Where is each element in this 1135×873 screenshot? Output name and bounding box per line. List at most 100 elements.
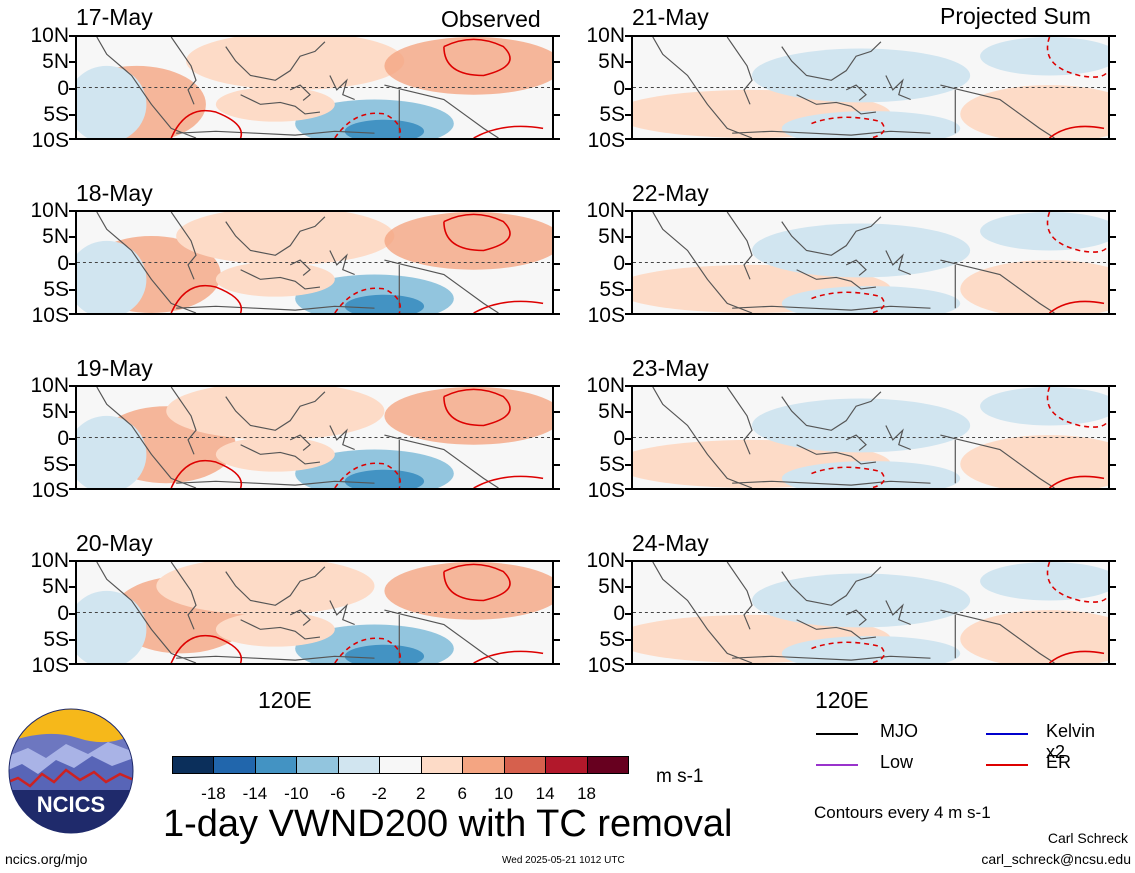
coastline (96, 37, 499, 138)
lon-label-left: 120E (258, 687, 312, 713)
coastline (96, 212, 499, 313)
coastline (96, 387, 499, 488)
colorbar-units: m s-1 (656, 766, 704, 787)
lat-label: 0 (57, 426, 69, 450)
colorbar-tick-label: -6 (330, 784, 346, 803)
lat-tick (554, 313, 560, 315)
lat-tick (625, 411, 631, 414)
legend-er-label: ER (1046, 752, 1072, 772)
lat-label: 5N (42, 575, 69, 599)
lat-tick (625, 35, 631, 37)
lat-tick (69, 61, 75, 64)
legend-er-line (986, 764, 1028, 766)
lat-tick (554, 385, 560, 387)
map-panel (75, 35, 554, 140)
lat-tick (554, 288, 560, 291)
colorbar-swatch (545, 756, 588, 774)
colorbar-tick-label: -10 (284, 784, 309, 803)
lat-tick (625, 262, 631, 265)
colorbar-swatch (172, 756, 215, 774)
lon-label-right: 120E (815, 687, 869, 713)
lat-tick (625, 612, 631, 615)
map-panel (631, 385, 1110, 490)
lat-tick (1110, 560, 1116, 562)
lat-label: 5S (43, 102, 69, 126)
lat-label: 0 (613, 601, 625, 625)
lat-tick (69, 210, 75, 212)
lat-label: 5N (598, 400, 625, 424)
lat-label: 10S (587, 129, 625, 152)
coastline (652, 562, 1055, 663)
lat-label: 10N (30, 24, 69, 47)
lat-tick (554, 411, 560, 414)
lat-label: 5S (43, 452, 69, 476)
map-graphic (633, 562, 1108, 663)
lat-label: 5N (42, 225, 69, 249)
lat-tick (69, 612, 75, 615)
lat-label: 5N (42, 50, 69, 74)
panel-date-21-may: 21-May (632, 4, 709, 30)
lat-tick (625, 113, 631, 116)
lat-label: 10S (31, 129, 69, 152)
lat-tick (625, 560, 631, 562)
lat-tick (554, 488, 560, 490)
map-graphic (633, 212, 1108, 313)
lat-tick (69, 488, 75, 490)
lat-label: 10S (587, 479, 625, 502)
colorbar-swatch (420, 756, 464, 774)
lat-tick (554, 262, 560, 265)
lat-tick (69, 138, 75, 140)
panel-date-19-may: 19-May (76, 355, 153, 381)
lat-tick (554, 61, 560, 64)
map-graphic (633, 387, 1108, 488)
panel-date-23-may: 23-May (632, 355, 709, 381)
lat-label: 10S (31, 304, 69, 327)
coastline (652, 212, 1055, 313)
lat-tick (69, 35, 75, 37)
lat-tick (69, 262, 75, 265)
colorbar: -18 -14 -10 -6 -2 2 6 10 14 18 (172, 756, 629, 804)
lat-tick (625, 663, 631, 665)
panel-date-20-may: 20-May (76, 530, 153, 556)
colorbar-swatch (462, 756, 505, 774)
projected-sum-label: Projected Sum (940, 3, 1091, 29)
lat-tick (1110, 61, 1116, 64)
lat-tick (1110, 488, 1116, 490)
panel-date-24-may: 24-May (632, 530, 709, 556)
lat-label: 10N (586, 549, 625, 572)
lat-tick (1110, 87, 1116, 90)
lat-tick (1110, 437, 1116, 440)
lat-tick (554, 663, 560, 665)
lat-tick (625, 87, 631, 90)
lat-tick (625, 463, 631, 466)
colorbar-tick-label: -18 (201, 784, 226, 803)
legend-kelvin-label: Kelvin x2 (1046, 721, 1096, 762)
lat-label: 10N (586, 24, 625, 47)
lat-tick (69, 313, 75, 315)
lat-tick (554, 586, 560, 589)
lat-tick (625, 488, 631, 490)
panel-date-18-may: 18-May (76, 180, 153, 206)
lat-label: 0 (57, 601, 69, 625)
lat-label: 10S (31, 479, 69, 502)
lat-label: 5N (598, 50, 625, 74)
lat-tick (625, 210, 631, 212)
lat-label: 10S (587, 304, 625, 327)
lat-label: 5S (599, 102, 625, 126)
lat-tick (554, 113, 560, 116)
lat-label: 5S (599, 627, 625, 651)
lat-tick (1110, 236, 1116, 239)
map-panel (631, 35, 1110, 140)
lat-tick (69, 560, 75, 562)
colorbar-swatch (296, 756, 339, 774)
colorbar-tick-label: 18 (577, 784, 596, 803)
lat-tick (554, 560, 560, 562)
lat-label: 5S (43, 277, 69, 301)
lat-label: 0 (57, 76, 69, 100)
lat-tick (625, 437, 631, 440)
lat-tick (69, 236, 75, 239)
coastline (652, 37, 1055, 138)
lat-tick (1110, 411, 1116, 414)
colorbar-tick-label: 10 (494, 784, 514, 803)
lat-tick (1110, 138, 1116, 140)
